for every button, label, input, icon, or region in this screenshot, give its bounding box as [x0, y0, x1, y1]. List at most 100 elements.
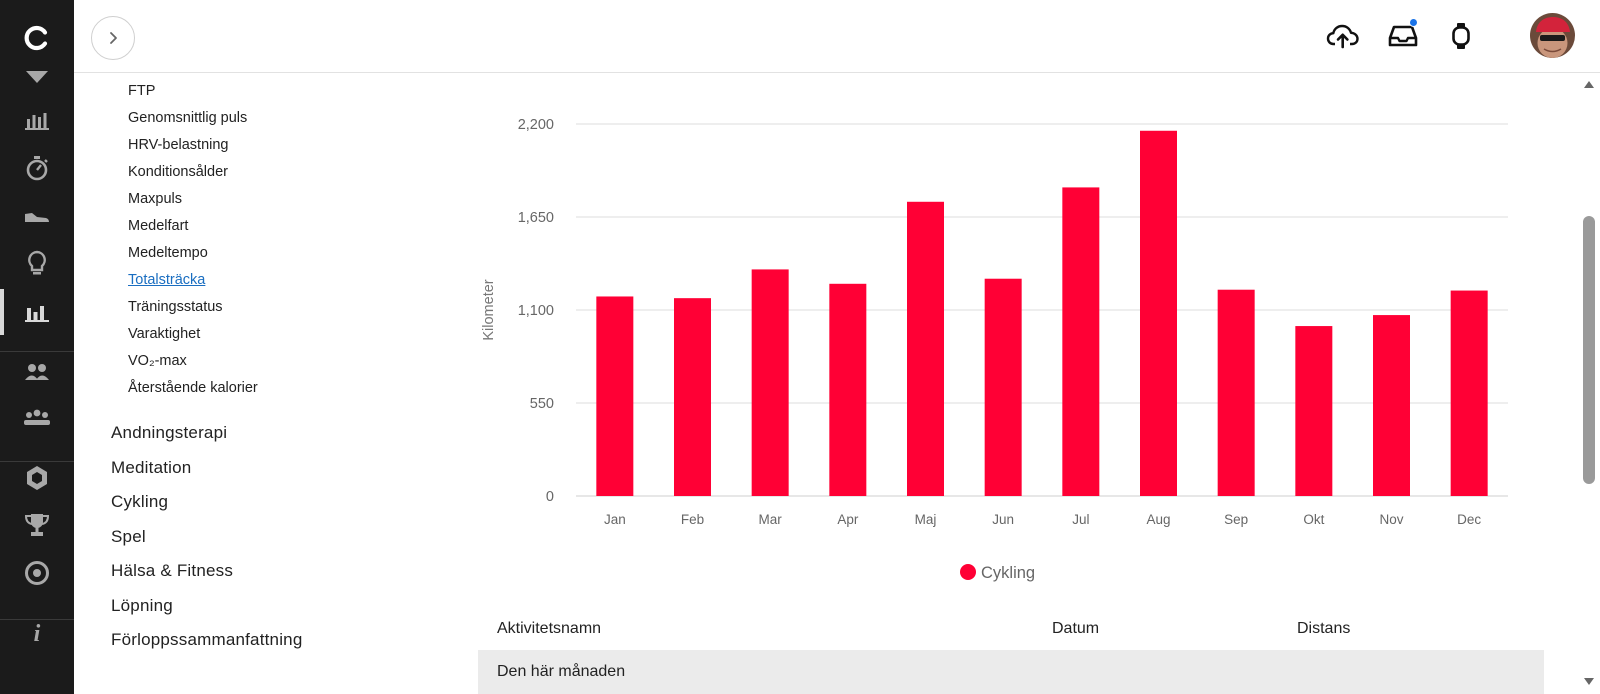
- distance-chart: 0 550 1,100 1,650 2,200 Kilometer Jan Feb Mar Apr…: [474, 73, 1550, 613]
- chevron-right-icon: [110, 32, 117, 44]
- x-tick-label: Sep: [1224, 512, 1248, 527]
- report-category[interactable]: Meditation: [111, 457, 192, 477]
- chevron-down-icon: [25, 70, 49, 84]
- report-link[interactable]: Totalsträcka: [128, 272, 206, 288]
- target-icon: [24, 560, 50, 586]
- y-tick-label: 1,650: [518, 210, 554, 226]
- inbox-button[interactable]: [1384, 18, 1422, 54]
- rail-stopwatch-button[interactable]: [0, 148, 74, 188]
- bar[interactable]: [1062, 187, 1100, 496]
- bar[interactable]: [829, 283, 867, 496]
- x-tick-label: Aug: [1146, 512, 1170, 527]
- badge-icon: [25, 465, 49, 491]
- shoe-icon: [24, 208, 50, 224]
- lightbulb-icon: [27, 250, 47, 278]
- report-link[interactable]: Medelfart: [128, 218, 189, 234]
- report-category[interactable]: Löpning: [111, 595, 173, 615]
- table-group-row: Den här månaden: [478, 650, 1544, 694]
- report-link[interactable]: Träningsstatus: [128, 299, 223, 315]
- report-link[interactable]: Återstående kalorier: [128, 380, 258, 396]
- rail-bar-chart-button[interactable]: [0, 100, 74, 140]
- bar[interactable]: [596, 296, 634, 496]
- report-category[interactable]: Förloppssammanfattning: [111, 630, 303, 649]
- group-label: Den här månaden: [497, 663, 626, 680]
- chart-legend[interactable]: Cykling: [960, 564, 1035, 582]
- activities-table: Aktivitetsnamn Datum Distans Den här mån…: [478, 610, 1544, 694]
- report-link[interactable]: Genomsnittlig puls: [128, 110, 248, 126]
- cloud-upload-icon: [1326, 24, 1359, 49]
- bar[interactable]: [751, 269, 789, 496]
- trophy-icon: [25, 512, 49, 538]
- report-category[interactable]: Spel: [111, 526, 146, 546]
- report-link[interactable]: Maxpuls: [128, 191, 182, 207]
- user-avatar[interactable]: [1530, 13, 1575, 58]
- rail-target-button[interactable]: [0, 553, 74, 593]
- report-link[interactable]: VO₂-max: [128, 353, 187, 369]
- reports-menu: FTP Genomsnittlig puls HRV-belastning Kondi…: [74, 73, 474, 694]
- avatar-photo: [1530, 13, 1575, 58]
- bar-chart-icon: [25, 110, 49, 130]
- rail-logo-button[interactable]: [0, 18, 74, 58]
- devices-button[interactable]: [1442, 18, 1480, 54]
- rail-trophy-button[interactable]: [0, 505, 74, 545]
- rail-info-button[interactable]: i: [0, 612, 74, 652]
- report-category[interactable]: Cykling: [111, 492, 169, 511]
- top-bar: [74, 0, 1600, 73]
- rail-badge-button[interactable]: [0, 458, 74, 498]
- column-header-distance[interactable]: Distans: [1297, 620, 1351, 637]
- bar[interactable]: [907, 201, 944, 497]
- expand-sidebar-button[interactable]: [91, 16, 135, 60]
- logo-icon: [24, 25, 50, 51]
- bar[interactable]: [1295, 326, 1333, 496]
- bar[interactable]: [1140, 130, 1177, 496]
- report-link[interactable]: Varaktighet: [128, 326, 201, 342]
- legend-label: Cykling: [981, 564, 1035, 582]
- column-header-date[interactable]: Datum: [1052, 620, 1100, 637]
- scroll-down-arrow-icon[interactable]: [1584, 678, 1594, 685]
- y-tick-label: 2,200: [518, 117, 554, 133]
- chart-svg: 0 550 1,100 1,650 2,200 Kilometer Jan Feb Mar Apr…: [481, 117, 1508, 582]
- x-tick-label: Nov: [1379, 512, 1403, 527]
- report-category[interactable]: Hälsa & Fitness: [111, 561, 234, 580]
- reports-icon: [25, 302, 49, 322]
- rail-reports-button[interactable]: [0, 292, 74, 332]
- watch-icon: [1452, 23, 1470, 49]
- x-tick-label: Maj: [915, 512, 937, 527]
- bar[interactable]: [1450, 290, 1488, 496]
- rail-lightbulb-button[interactable]: [0, 244, 74, 284]
- y-tick-label: 0: [546, 489, 554, 505]
- scrollbar-thumb[interactable]: [1583, 216, 1595, 484]
- table-header-row: Aktivitetsnamn Datum Distans: [478, 610, 1544, 650]
- info-icon: i: [30, 619, 44, 645]
- notification-dot: [1409, 18, 1418, 27]
- bar[interactable]: [984, 278, 1022, 496]
- rail-shoe-button[interactable]: [0, 196, 74, 236]
- rail-chevron-down-button[interactable]: [0, 57, 74, 97]
- rail-active-indicator: [0, 289, 4, 335]
- report-link[interactable]: FTP: [128, 83, 156, 99]
- report-link[interactable]: Konditionsålder: [128, 164, 228, 180]
- page-scrollbar[interactable]: [1578, 73, 1600, 694]
- x-tick-label: Feb: [681, 512, 704, 527]
- icon-rail: i: [0, 0, 74, 694]
- bar[interactable]: [1373, 315, 1410, 496]
- rail-divider: [0, 619, 74, 620]
- report-category[interactable]: Andningsterapi: [111, 423, 228, 442]
- upload-button[interactable]: [1324, 18, 1362, 54]
- column-header-activity-name[interactable]: Aktivitetsnamn: [497, 620, 602, 637]
- groups-icon: [24, 409, 50, 427]
- x-tick-label: Okt: [1303, 512, 1324, 527]
- y-tick-label: 1,100: [518, 303, 554, 319]
- bar[interactable]: [674, 298, 711, 496]
- scroll-up-arrow-icon[interactable]: [1584, 81, 1594, 88]
- rail-connections-button[interactable]: [0, 352, 74, 392]
- report-link[interactable]: HRV-belastning: [128, 137, 229, 153]
- rail-groups-button[interactable]: [0, 398, 74, 438]
- report-link[interactable]: Medeltempo: [128, 245, 208, 261]
- rail-divider: [0, 351, 74, 352]
- y-axis-label: Kilometer: [481, 279, 497, 340]
- legend-marker: [960, 564, 976, 580]
- inbox-icon: [1388, 25, 1418, 47]
- bar[interactable]: [1217, 289, 1255, 496]
